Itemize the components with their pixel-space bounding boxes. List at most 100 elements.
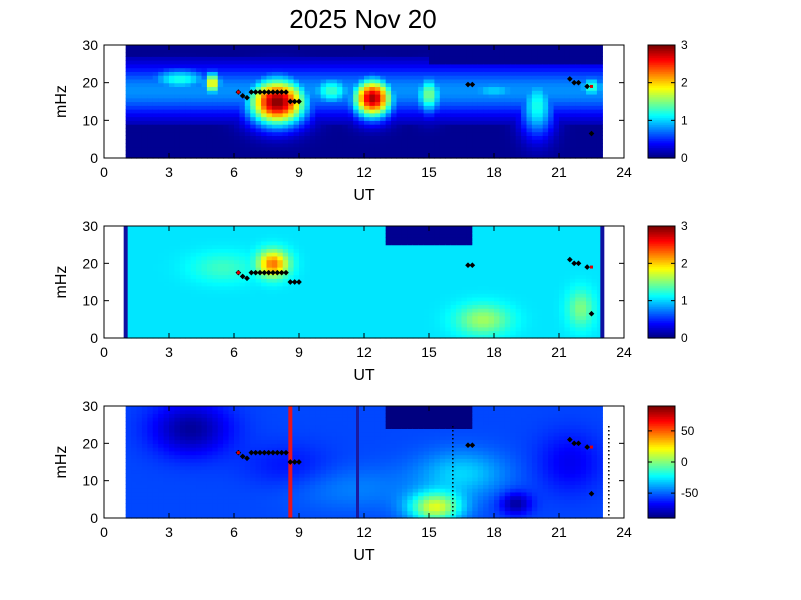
heat-cell — [185, 270, 192, 276]
heat-cell — [147, 101, 154, 106]
heat-cell — [277, 252, 284, 257]
heat-cell — [396, 326, 403, 332]
heat-cell — [418, 124, 425, 129]
heat-cell — [331, 135, 338, 140]
heat-cell — [326, 308, 333, 313]
heat-cell — [515, 82, 522, 88]
heat-cell — [212, 112, 219, 118]
heat-cell — [580, 60, 587, 65]
heat-cell — [515, 267, 522, 272]
heat-cell — [179, 323, 186, 328]
heat-cell — [299, 86, 306, 91]
heat-cell — [591, 60, 598, 65]
heat-cell — [304, 97, 311, 103]
heat-cell — [461, 259, 468, 264]
heat-cell — [293, 255, 300, 261]
heat-cell — [499, 120, 506, 125]
heat-cell — [342, 308, 349, 313]
heat-cell — [526, 154, 533, 159]
heat-cell — [293, 86, 300, 91]
heat-cell — [266, 233, 273, 238]
heat-cell — [531, 90, 538, 95]
heat-cell — [418, 105, 425, 110]
heat-cell — [396, 237, 403, 242]
heat-cell — [450, 315, 457, 320]
heat-cell — [472, 267, 479, 272]
heat-cell — [510, 278, 517, 283]
heat-cell — [531, 97, 538, 103]
heat-cell — [483, 278, 490, 283]
heat-cell — [461, 226, 468, 231]
heat-cell — [223, 56, 230, 61]
heat-cell — [293, 90, 300, 95]
heat-cell — [131, 285, 138, 291]
heat-cell — [353, 237, 360, 242]
heat-cell — [488, 71, 495, 76]
heat-cell — [196, 97, 203, 103]
heat-cell — [125, 131, 132, 136]
heat-cell — [439, 97, 446, 103]
heat-cell — [239, 255, 246, 261]
heat-cell — [299, 293, 306, 298]
heat-cell — [261, 45, 268, 50]
heat-cell — [407, 97, 414, 103]
heat-cell — [244, 323, 251, 328]
heat-cell — [374, 240, 381, 246]
heat-cell — [206, 237, 213, 242]
heat-cell — [575, 154, 582, 159]
heat-cell — [483, 330, 490, 335]
heat-cell — [299, 109, 306, 114]
heat-cell — [309, 274, 316, 279]
heat-cell — [380, 226, 387, 231]
heat-cell — [347, 105, 354, 110]
heat-cell — [217, 237, 224, 242]
heat-cell — [217, 296, 224, 302]
heat-cell — [223, 142, 230, 148]
heat-cell — [271, 124, 278, 129]
heat-cell — [141, 259, 148, 264]
heat-cell — [271, 150, 278, 155]
heat-cell — [461, 319, 468, 324]
heat-cell — [234, 304, 241, 309]
heat-cell — [320, 86, 327, 91]
heat-cell — [255, 311, 262, 317]
heat-cell — [336, 52, 343, 57]
heat-cell — [158, 237, 165, 242]
heat-cell — [445, 124, 452, 129]
colorbar-segment — [648, 110, 675, 113]
heat-cell — [131, 93, 138, 99]
heat-cell — [304, 78, 311, 84]
heat-cell — [526, 109, 533, 114]
heat-cell — [586, 101, 593, 106]
heat-cell — [266, 244, 273, 249]
heat-cell — [288, 289, 295, 294]
heat-cell — [559, 131, 566, 136]
heat-cell — [596, 154, 603, 159]
heat-cell — [391, 319, 398, 324]
heat-cell — [450, 124, 457, 129]
heat-cell — [504, 135, 511, 140]
heat-cell — [223, 120, 230, 125]
heat-cell — [201, 90, 208, 95]
heat-cell — [261, 127, 268, 133]
heat-cell — [261, 255, 268, 261]
heat-cell — [396, 135, 403, 140]
heat-cell — [542, 86, 549, 91]
heat-cell — [293, 154, 300, 159]
heat-cell — [434, 308, 441, 313]
heat-cell — [445, 233, 452, 238]
heat-cell — [369, 78, 376, 84]
heat-cell — [288, 237, 295, 242]
heat-cell — [542, 82, 549, 88]
heat-cell — [358, 285, 365, 291]
heat-cell — [136, 78, 143, 84]
heat-cell — [494, 105, 501, 110]
heat-cell — [580, 86, 587, 91]
heat-cell — [250, 293, 257, 298]
heat-cell — [304, 82, 311, 88]
heat-cell — [331, 315, 338, 320]
heat-cell — [158, 45, 165, 50]
heat-cell — [477, 237, 484, 242]
heat-cell — [223, 52, 230, 57]
heat-cell — [494, 334, 501, 339]
